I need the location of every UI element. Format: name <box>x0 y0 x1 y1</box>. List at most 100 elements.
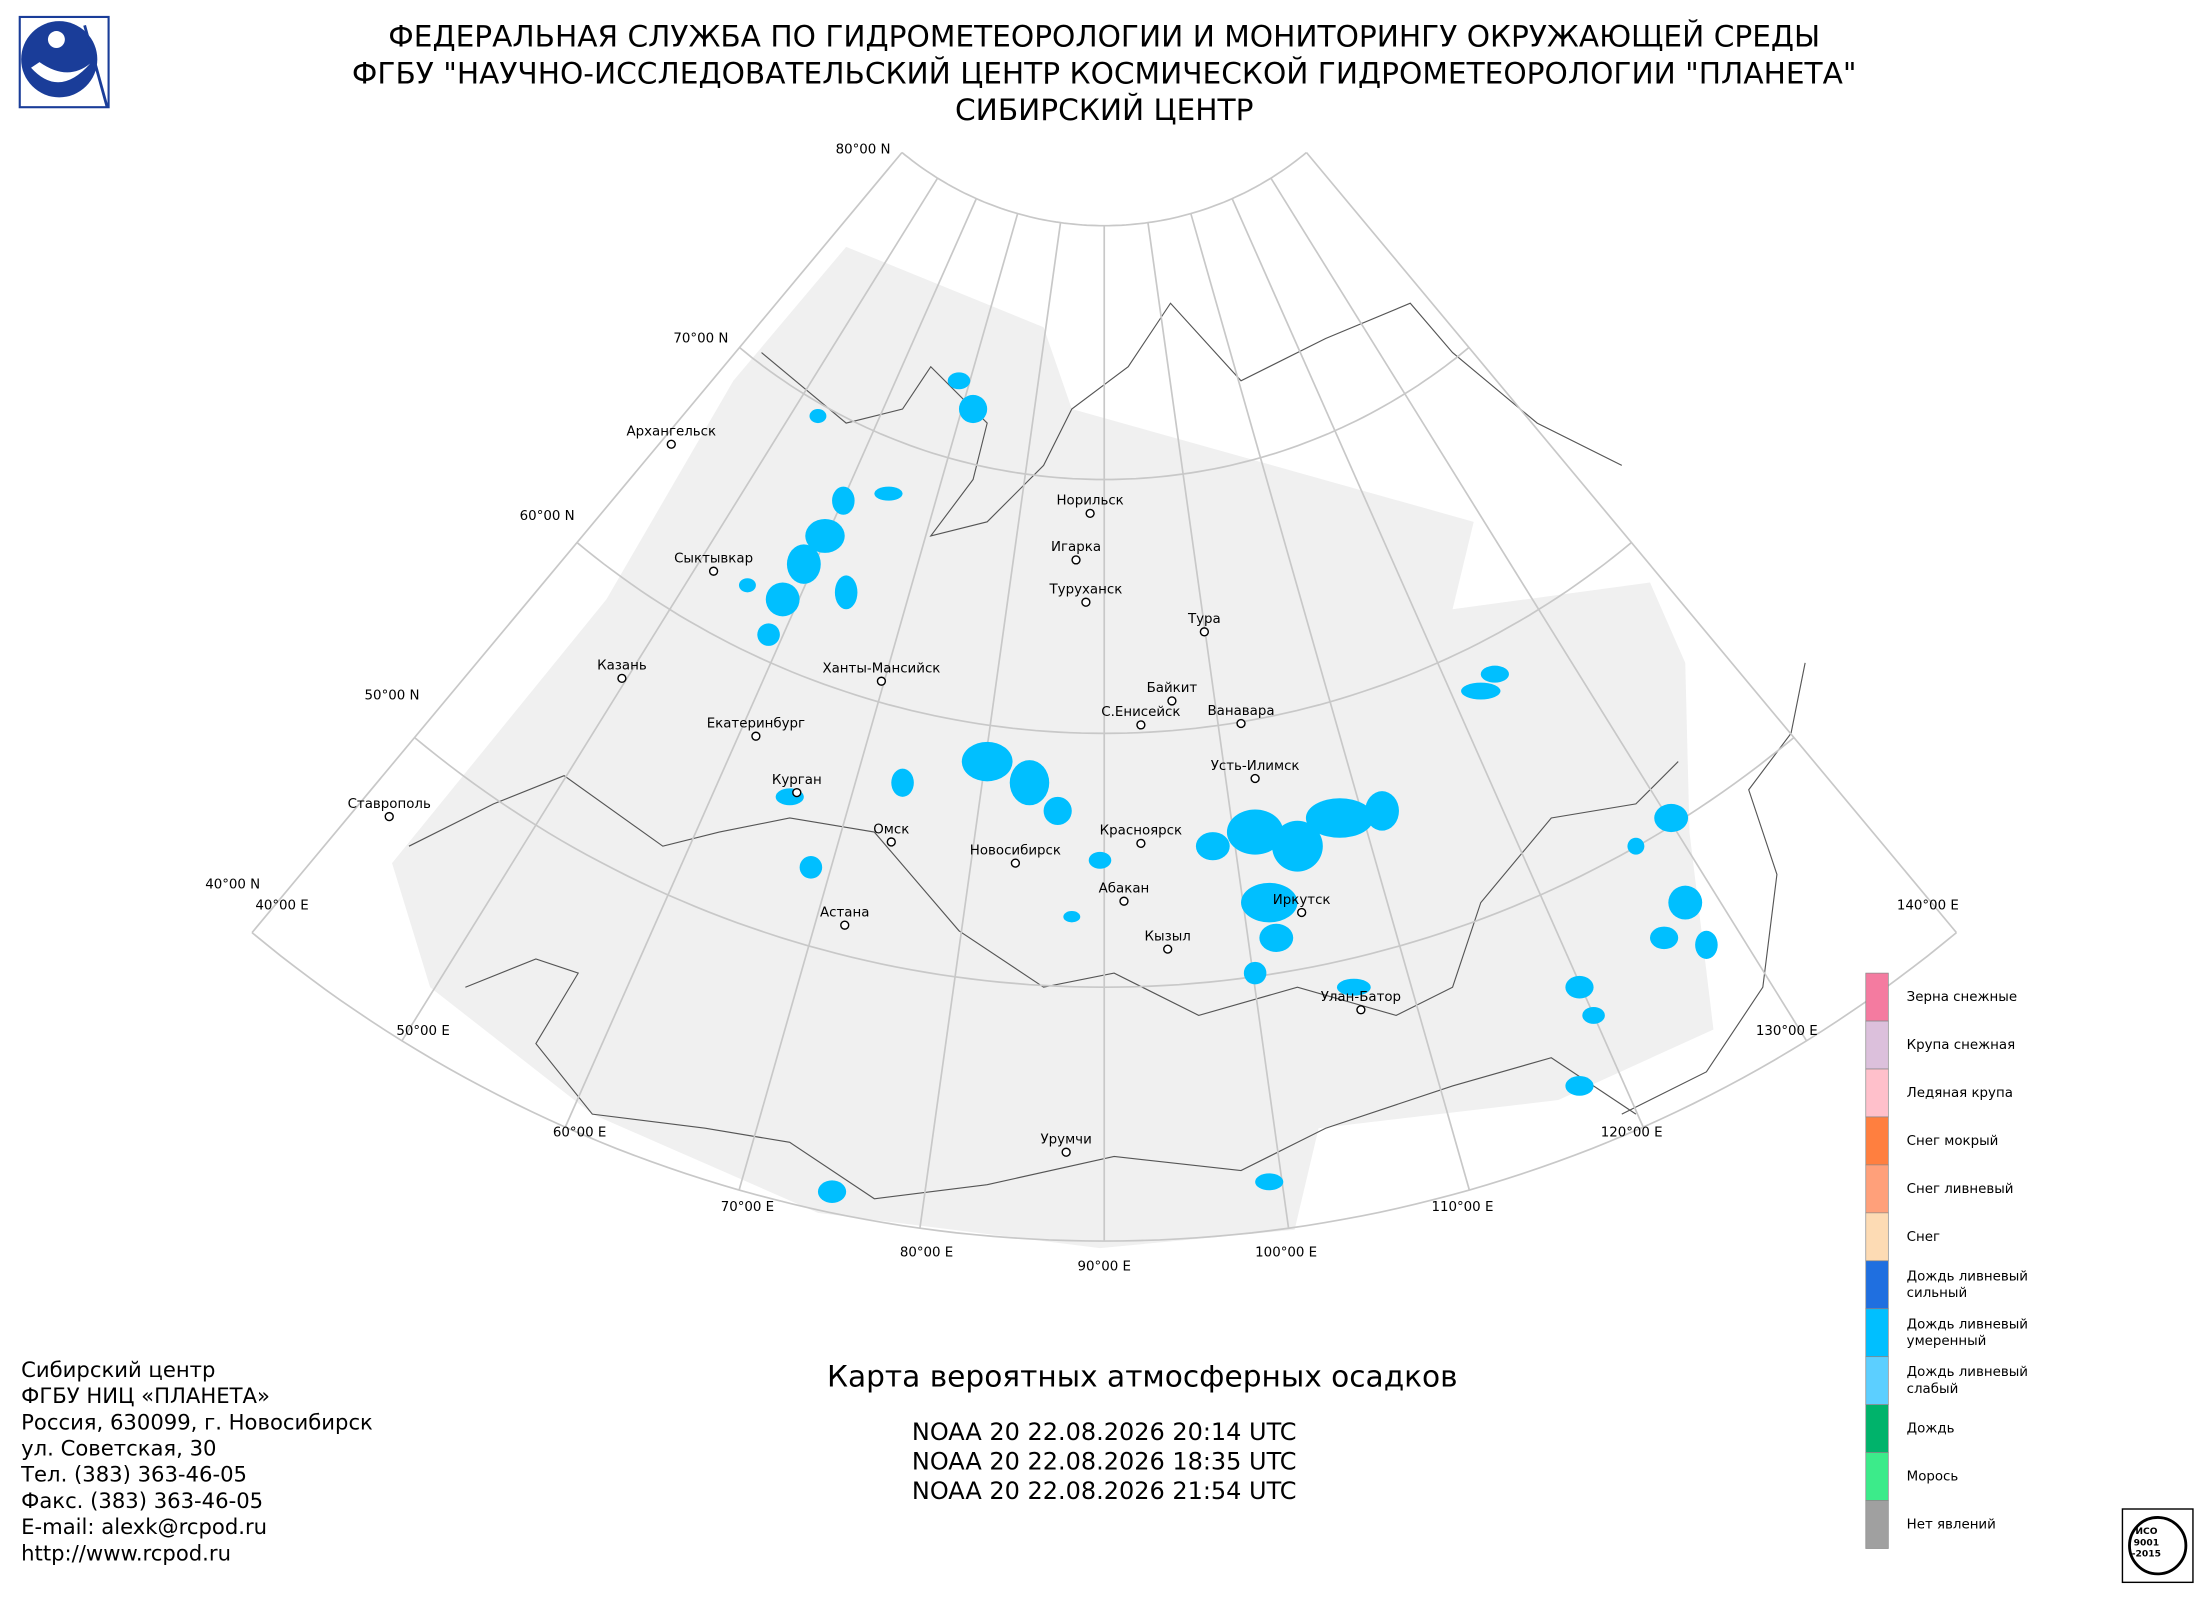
legend-swatch <box>1865 1404 1889 1453</box>
city-label: Улан-Батор <box>1321 990 1401 1005</box>
city-label: Новосибирск <box>970 842 1061 858</box>
lon-label: 110°00 E <box>1431 1200 1493 1215</box>
city-dot <box>1199 627 1210 637</box>
precip-patch <box>1627 837 1645 855</box>
legend-label: сильный <box>1907 1286 1967 1301</box>
city-label: Ханты-Мансийск <box>822 661 940 676</box>
precip-patch <box>1650 926 1679 950</box>
city-dot <box>384 811 394 822</box>
logo-line <box>83 25 109 108</box>
precip-patch <box>1272 820 1323 872</box>
city-dot <box>1356 1005 1366 1015</box>
city-dot <box>840 920 850 930</box>
precip-patch <box>961 741 1013 782</box>
city-label: Екатеринбург <box>707 715 805 731</box>
city-dot <box>666 439 676 449</box>
precip-patch <box>1336 978 1371 996</box>
lat-label: 40°00 N <box>205 877 260 892</box>
city-dot <box>1071 555 1081 565</box>
meridian-line <box>919 222 1062 1229</box>
parallel-line <box>251 931 1957 1242</box>
legend-swatch <box>1865 1500 1889 1549</box>
meridian-line <box>1231 198 1645 1128</box>
coverage-area <box>392 246 1714 1249</box>
map <box>251 151 1958 1249</box>
contact-line: Сибирский центр <box>21 1357 215 1382</box>
city-dot <box>886 837 896 847</box>
city-dot <box>1297 907 1307 918</box>
precip-patch <box>817 1180 847 1203</box>
city-dot <box>1136 838 1146 849</box>
legend-label: Нет явлений <box>1907 1518 1996 1533</box>
contact-line: E-mail: alexk@rcpod.ru <box>21 1514 267 1539</box>
legend-label: умеренный <box>1907 1334 1987 1349</box>
overlay: ФЕДЕРАЛЬНАЯ СЛУЖБА ПО ГИДРОМЕТЕОРОЛОГИИ … <box>20 19 2194 1584</box>
city-dot <box>876 676 887 686</box>
precip-patch <box>1226 809 1284 855</box>
city-label: Байкит <box>1147 681 1198 696</box>
legend-label: Снег <box>1907 1230 1940 1245</box>
iso-text: ИСО <box>2135 1526 2157 1537</box>
precip-patch <box>1063 911 1081 923</box>
city-label: Урумчи <box>1041 1133 1092 1148</box>
legend-label: Дождь <box>1907 1422 1955 1437</box>
contact-line: Тел. (383) 363-46-05 <box>20 1462 247 1487</box>
meridian-line <box>401 177 939 1042</box>
city-dot <box>1136 720 1146 730</box>
meridian-line <box>251 151 903 934</box>
city-dot <box>1163 944 1173 954</box>
city-dot <box>1010 858 1021 868</box>
legend-swatch <box>1865 1164 1889 1214</box>
legend-label: Крупа снежная <box>1907 1038 2015 1053</box>
precip-patch <box>1259 923 1294 952</box>
precip-patch <box>809 409 827 424</box>
contact-line: http://www.rcpod.ru <box>21 1540 231 1565</box>
precip-patch <box>1582 1006 1605 1024</box>
map-title: Карта вероятных атмосферных осадков <box>827 1359 1458 1393</box>
city-label: Иркутск <box>1273 893 1331 908</box>
city-label: Норильск <box>1056 494 1123 509</box>
precip-patch <box>786 544 821 584</box>
lon-label: 50°00 E <box>396 1024 449 1039</box>
precip-patch <box>805 519 845 553</box>
border-line <box>761 302 1623 537</box>
legend-label: Дождь ливневый <box>1907 1317 2028 1332</box>
city-label: Ставрополь <box>348 797 431 812</box>
legend-swatch <box>1865 1068 1889 1118</box>
city-label: Усть-Илимск <box>1211 759 1300 774</box>
legend-label: Снег мокрый <box>1907 1134 1999 1149</box>
lon-label: 140°00 E <box>1897 898 1959 913</box>
lon-label: 90°00 E <box>1078 1259 1131 1274</box>
legend-label: Морось <box>1907 1470 1959 1485</box>
lon-label: 70°00 E <box>721 1200 774 1215</box>
city-dot <box>1085 508 1095 519</box>
meridian-line <box>738 213 1019 1191</box>
legend-label: слабый <box>1907 1381 1959 1397</box>
precip-patch <box>1480 665 1509 683</box>
precip-patch <box>1043 796 1072 826</box>
lon-label: 120°00 E <box>1601 1125 1663 1140</box>
logo-globe <box>21 21 98 98</box>
precip-patch <box>1255 1173 1284 1191</box>
precip-patch <box>1565 1076 1594 1096</box>
legend-swatch <box>1865 1116 1889 1166</box>
precip-patch <box>799 856 823 879</box>
logo <box>18 15 110 109</box>
city-dot <box>1236 718 1246 729</box>
legend-swatch <box>1865 1452 1889 1501</box>
legend-label: Ледяная крупа <box>1907 1086 2013 1101</box>
legend-label: Снег ливневый <box>1907 1182 2014 1197</box>
contact-line: ул. Советская, 30 <box>21 1435 216 1460</box>
logo-dot <box>47 31 65 48</box>
contact-line: Россия, 630099, г. Новосибирск <box>21 1409 373 1434</box>
legend-swatch <box>1865 1356 1889 1405</box>
city-dot <box>751 731 761 741</box>
city-dot <box>1167 696 1177 706</box>
legend-label: Дождь ливневый <box>1907 1269 2028 1284</box>
meridian-line <box>1270 177 1808 1042</box>
legend-swatch <box>1865 1260 1889 1310</box>
legend-swatch <box>1865 1308 1889 1358</box>
lon-label: 80°00 E <box>900 1245 953 1260</box>
city-dot <box>1081 597 1091 607</box>
